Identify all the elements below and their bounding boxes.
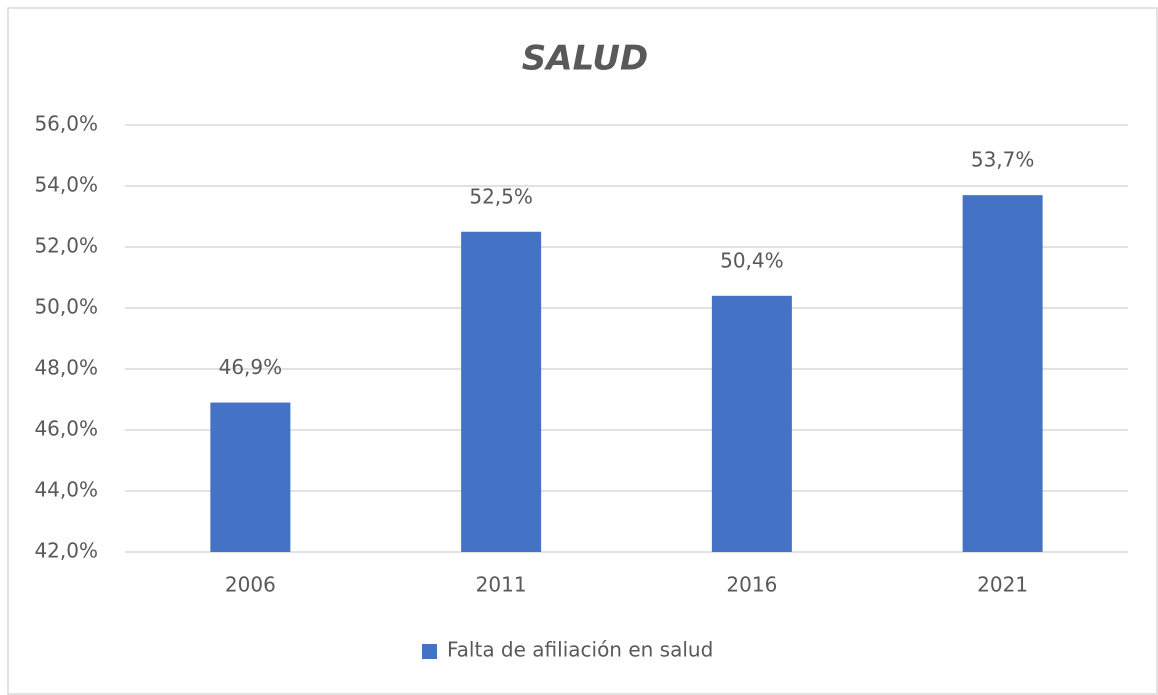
y-tick-label: 52,0% — [34, 234, 98, 258]
data-label: 46,9% — [219, 355, 283, 379]
y-tick-label: 42,0% — [34, 539, 98, 563]
data-label: 50,4% — [720, 248, 784, 272]
data-label: 53,7% — [971, 148, 1035, 172]
bar — [461, 231, 542, 552]
data-label: 52,5% — [469, 184, 533, 208]
y-tick-label: 46,0% — [34, 417, 98, 441]
legend-label: Falta de afiliación en salud — [447, 638, 713, 662]
legend-swatch — [422, 644, 437, 659]
x-tick-label: 2016 — [726, 573, 777, 597]
chart-title: SALUD — [522, 39, 648, 79]
y-tick-label: 44,0% — [34, 478, 98, 502]
y-tick-label: 50,0% — [34, 295, 98, 319]
y-tick-label: 54,0% — [34, 173, 98, 197]
y-tick-label: 56,0% — [34, 112, 98, 136]
x-tick-label: 2011 — [476, 573, 527, 597]
bar — [210, 402, 291, 552]
x-tick-label: 2021 — [977, 573, 1028, 597]
x-tick-label: 2006 — [225, 573, 276, 597]
bar — [962, 195, 1043, 552]
y-tick-label: 48,0% — [34, 356, 98, 380]
bar — [711, 295, 792, 552]
